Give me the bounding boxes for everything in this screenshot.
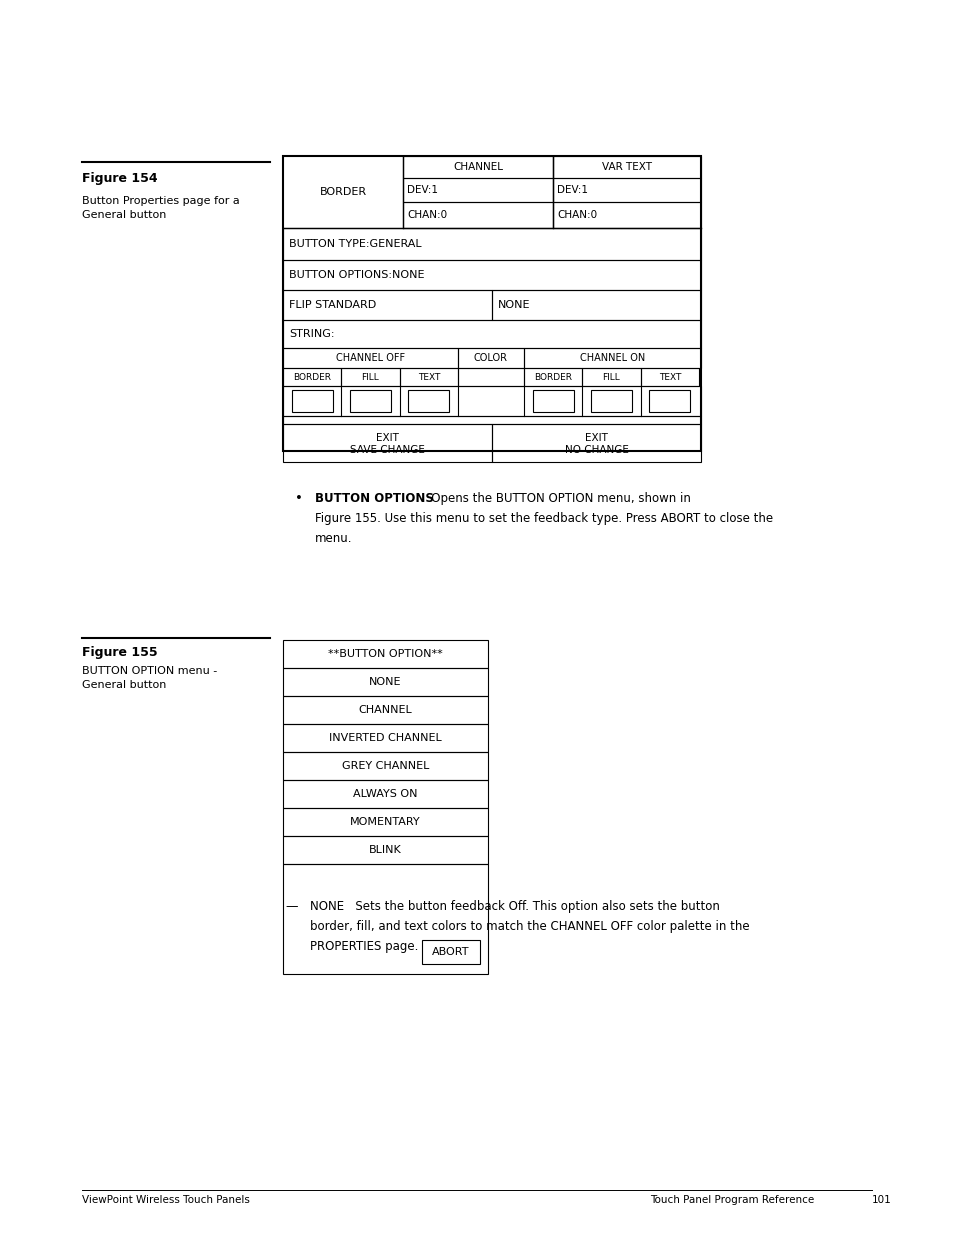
Bar [283,836,488,864]
Text: NONE: NONE [369,677,401,687]
Text: EXIT: EXIT [375,433,398,443]
Bar [283,724,488,752]
Bar [640,368,699,387]
Text: NONE   Sets the button feedback Off. This option also sets the button: NONE Sets the button feedback Off. This … [310,900,720,913]
Bar [399,368,457,387]
Text: CHANNEL ON: CHANNEL ON [579,353,644,363]
Bar [581,368,640,387]
Text: SAVE CHANGE: SAVE CHANGE [350,445,424,454]
Text: FILL: FILL [361,373,379,382]
Text: ViewPoint Wireless Touch Panels: ViewPoint Wireless Touch Panels [82,1195,250,1205]
Bar [283,808,488,836]
Bar [553,203,700,228]
Bar [283,752,488,781]
Text: CHANNEL: CHANNEL [358,705,412,715]
Bar [402,203,553,228]
Text: Button Properties page for a: Button Properties page for a [82,196,239,206]
Text: PROPERTIES page.: PROPERTIES page. [310,940,418,953]
Text: DEV:1: DEV:1 [407,185,437,195]
Text: FILL: FILL [602,373,619,382]
Text: EXIT: EXIT [584,433,607,443]
Bar [292,390,333,412]
Text: FLIP STANDARD: FLIP STANDARD [289,300,375,310]
Text: **BUTTON OPTION**: **BUTTON OPTION** [328,650,442,659]
Bar [283,290,492,320]
Text: Opens the BUTTON OPTION menu, shown in: Opens the BUTTON OPTION menu, shown in [419,492,690,505]
Text: BUTTON OPTIONS: BUTTON OPTIONS [314,492,434,505]
Text: 101: 101 [871,1195,891,1205]
Text: CHAN:0: CHAN:0 [557,210,597,220]
Bar [402,178,553,203]
Text: border, fill, and text colors to match the CHANNEL OFF color palette in the: border, fill, and text colors to match t… [310,920,749,932]
Text: MOMENTARY: MOMENTARY [350,818,420,827]
Text: —: — [285,900,297,913]
Text: BUTTON OPTIONS:NONE: BUTTON OPTIONS:NONE [289,270,424,280]
Bar [523,368,581,387]
Text: TEXT: TEXT [658,373,680,382]
Bar [283,228,700,261]
Bar [457,348,523,368]
Text: BUTTON OPTION menu -: BUTTON OPTION menu - [82,666,217,676]
Bar [283,640,488,668]
Text: General button: General button [82,680,166,690]
Bar [591,390,631,412]
Text: BORDER: BORDER [534,373,572,382]
Text: COLOR: COLOR [474,353,507,363]
Bar [532,390,573,412]
Text: ALWAYS ON: ALWAYS ON [353,789,417,799]
Bar [283,668,488,697]
Bar [421,940,479,965]
Text: DEV:1: DEV:1 [557,185,587,195]
Bar [283,864,488,974]
Text: CHANNEL OFF: CHANNEL OFF [335,353,405,363]
Text: BORDER: BORDER [293,373,331,382]
Text: STRING:: STRING: [289,329,335,338]
Bar [283,416,700,424]
Text: NO CHANGE: NO CHANGE [564,445,628,454]
Text: BORDER: BORDER [319,186,366,198]
Bar [283,348,457,368]
Bar [283,156,700,451]
Bar [523,348,700,368]
Bar [492,290,700,320]
Bar [408,390,449,412]
Text: BUTTON TYPE:GENERAL: BUTTON TYPE:GENERAL [289,240,421,249]
Text: BLINK: BLINK [369,845,401,855]
Text: •: • [294,492,302,505]
Text: Figure 155: Figure 155 [82,646,157,659]
Text: VAR TEXT: VAR TEXT [601,162,651,172]
Text: General button: General button [82,210,166,220]
Text: Figure 155. Use this menu to set the feedback type. Press ABORT to close the: Figure 155. Use this menu to set the fee… [314,513,772,525]
Text: GREY CHANNEL: GREY CHANNEL [341,761,429,771]
Bar [402,156,553,178]
Bar [283,261,700,290]
Text: menu.: menu. [314,532,352,545]
Text: Figure 154: Figure 154 [82,172,157,185]
Bar [457,368,523,387]
Bar [283,368,341,387]
Text: CHAN:0: CHAN:0 [407,210,447,220]
Text: CHANNEL: CHANNEL [453,162,502,172]
Bar [283,424,492,462]
Bar [649,390,690,412]
Bar [553,178,700,203]
Text: TEXT: TEXT [417,373,439,382]
Text: INVERTED CHANNEL: INVERTED CHANNEL [329,734,441,743]
Text: Touch Panel Program Reference: Touch Panel Program Reference [649,1195,814,1205]
Bar [283,320,700,348]
Bar [553,156,700,178]
Bar [283,781,488,808]
Bar [341,368,399,387]
Bar [492,424,700,462]
Bar [350,390,391,412]
Text: ABORT: ABORT [432,947,469,957]
Bar [283,387,700,416]
Text: NONE: NONE [497,300,530,310]
Bar [283,697,488,724]
